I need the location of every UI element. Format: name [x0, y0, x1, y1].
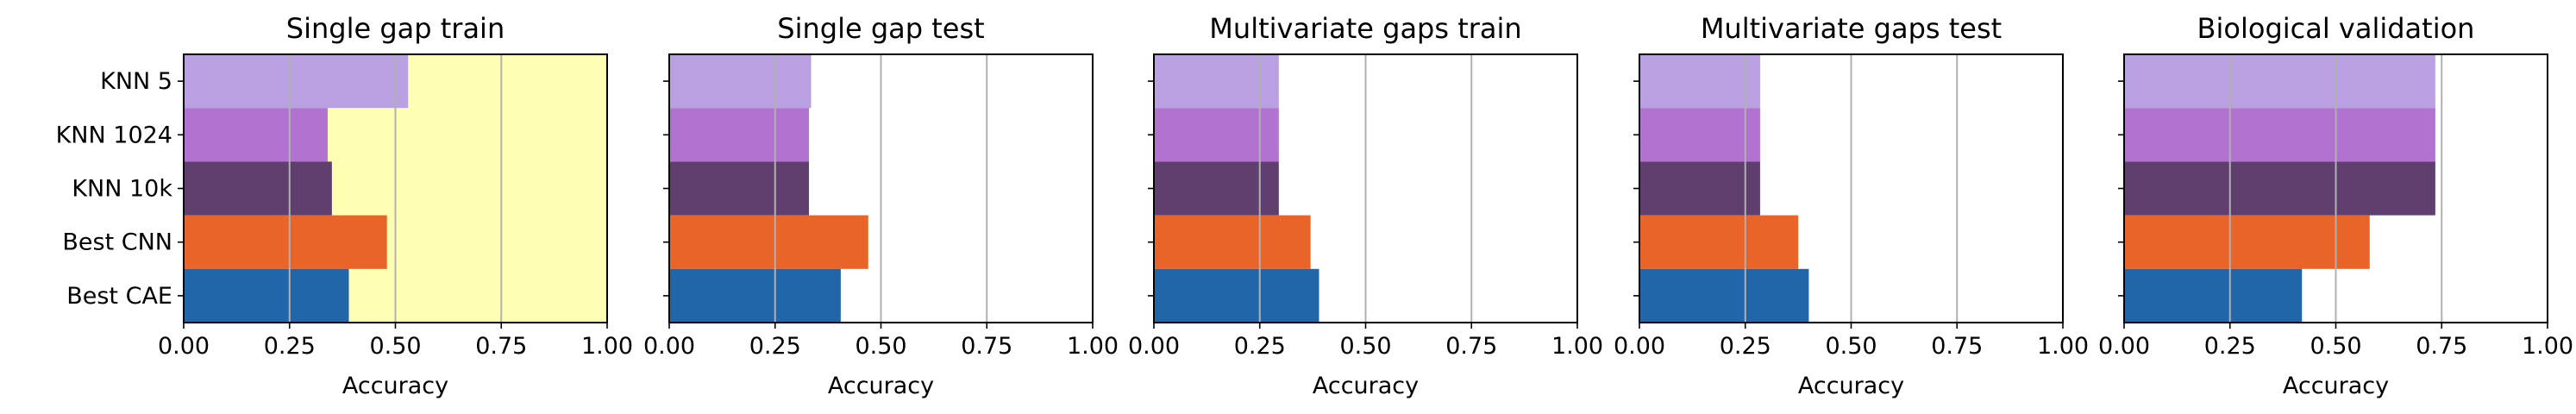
x-axis-label: Accuracy [1798, 373, 1904, 399]
y-tick-label: Best CNN [62, 229, 172, 256]
bar-knn-5 [1639, 54, 1760, 109]
panel-title: Single gap test [777, 12, 984, 45]
x-tick-label: 0.50 [1339, 333, 1391, 360]
bar-best-cnn [1154, 215, 1311, 269]
x-tick-label: 0.00 [158, 333, 210, 360]
bar-best-cae [1639, 268, 1809, 323]
x-tick-label: 0.00 [1614, 333, 1665, 360]
x-tick-label: 0.00 [1128, 333, 1180, 360]
bar-knn-10k [2124, 161, 2435, 216]
x-axis-label: Accuracy [828, 373, 934, 399]
y-tick-label: KNN 10k [72, 176, 172, 203]
x-axis-label: Accuracy [2283, 373, 2389, 399]
x-tick-label: 0.75 [1931, 333, 1983, 360]
bar-knn-1024 [2124, 108, 2435, 162]
panel-title: Single gap train [286, 12, 505, 45]
y-tick-label: Best CAE [66, 283, 172, 310]
bar-best-cae [184, 268, 349, 323]
bar-knn-10k [1154, 161, 1279, 216]
bar-best-cnn [184, 215, 387, 269]
x-tick-label: 0.50 [2310, 333, 2361, 360]
x-tick-label: 1.00 [1067, 333, 1119, 360]
x-tick-label: 0.00 [643, 333, 695, 360]
bar-knn-10k [1639, 161, 1760, 216]
panel-title: Multivariate gaps test [1701, 12, 2002, 45]
bar-knn-5 [184, 54, 409, 109]
x-tick-label: 0.75 [961, 333, 1012, 360]
panel-4: 0.00 0.25 0.50 0.75 1.00 Multivariate gaps te… [1614, 12, 2089, 399]
x-axis-label: Accuracy [342, 373, 448, 399]
bar-knn-5 [669, 54, 812, 109]
bar-knn-1024 [1154, 108, 1279, 162]
bar-knn-1024 [1639, 108, 1760, 162]
panel-title: Biological validation [2197, 12, 2475, 45]
x-tick-label: 0.25 [749, 333, 801, 360]
x-tick-label: 1.00 [2037, 333, 2089, 360]
bar-knn-1024 [669, 108, 810, 162]
x-tick-label: 1.00 [2522, 333, 2573, 360]
bar-best-cae [1154, 268, 1319, 323]
x-tick-label: 1.00 [581, 333, 633, 360]
x-tick-label: 0.50 [369, 333, 421, 360]
x-tick-label: 0.50 [1825, 333, 1877, 360]
x-tick-label: 0.25 [1720, 333, 1771, 360]
x-tick-label: 0.25 [264, 333, 316, 360]
x-tick-label: 0.75 [2416, 333, 2467, 360]
x-tick-label: 0.25 [1234, 333, 1286, 360]
x-tick-label: 0.00 [2098, 333, 2150, 360]
bar-knn-10k [184, 161, 332, 216]
panel-2: 0.00 0.25 0.50 0.75 1.00 Single gap test Accur… [643, 12, 1119, 399]
panel-5: 0.00 0.25 0.50 0.75 1.00 Biological validatio… [2098, 12, 2573, 399]
x-tick-label: 0.75 [475, 333, 527, 360]
panel-3: 0.00 0.25 0.50 0.75 1.00 Multivariate gaps tr… [1128, 12, 1603, 399]
bar-best-cnn [2124, 215, 2370, 269]
bar-best-cnn [1639, 215, 1799, 269]
y-tick-label: KNN 1024 [56, 122, 172, 148]
bar-best-cnn [669, 215, 868, 269]
bar-knn-5 [1154, 54, 1279, 109]
bar-knn-1024 [184, 108, 328, 162]
x-tick-label: 0.75 [1445, 333, 1497, 360]
x-axis-label: Accuracy [1313, 373, 1419, 399]
x-tick-label: 1.00 [1551, 333, 1603, 360]
bar-knn-10k [669, 161, 810, 216]
y-tick-label: KNN 5 [100, 68, 172, 95]
bar-knn-5 [2124, 54, 2435, 109]
panel-1: 0.00 0.25 0.50 0.75 1.00 Single gap train Accu… [56, 12, 633, 399]
bar-best-cae [2124, 268, 2303, 323]
x-tick-label: 0.25 [2204, 333, 2256, 360]
panel-title: Multivariate gaps train [1209, 12, 1521, 45]
bar-best-cae [669, 268, 841, 323]
x-tick-label: 0.50 [855, 333, 906, 360]
